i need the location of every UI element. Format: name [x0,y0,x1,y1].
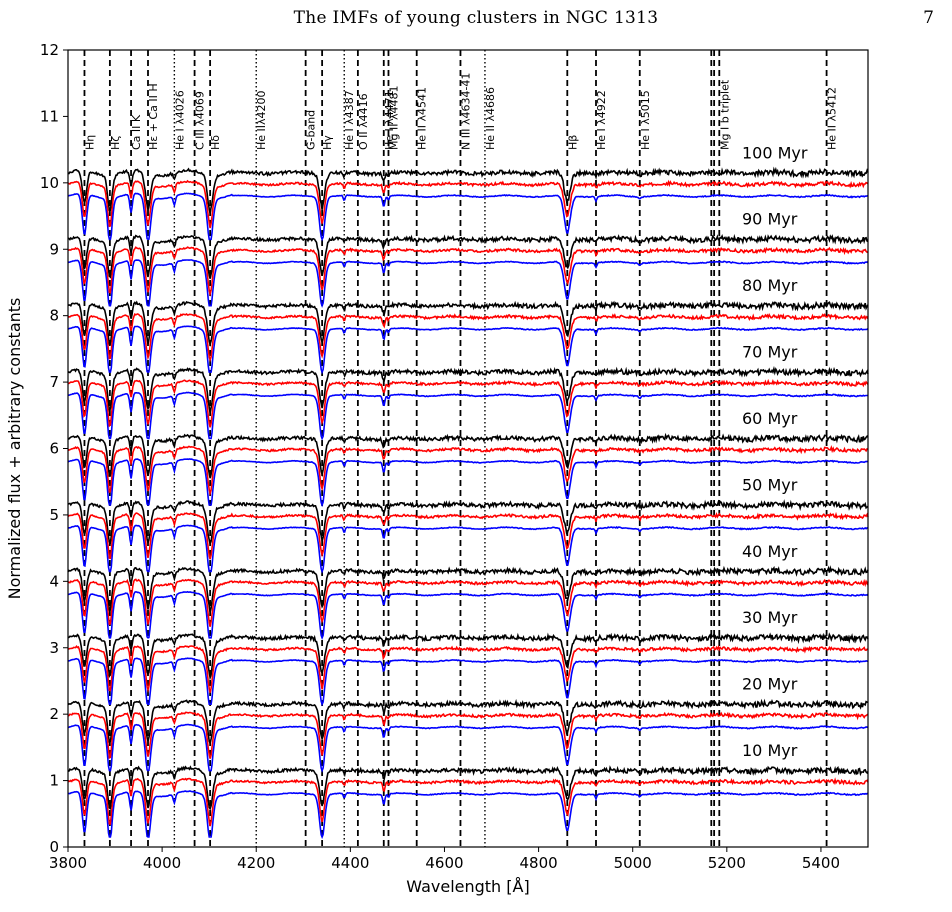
y-tick-label: 6 [49,440,59,458]
age-label: 60 Myr [742,409,798,428]
spectrum-blue-100-myr [67,192,869,242]
absorption-line-label: He II λ4686 [484,87,497,150]
spectrum-red-80-myr [67,312,869,363]
absorption-line-label: Mg II λ4481 [387,86,400,150]
page-number: 7 [923,8,934,28]
spectrum-black-60-myr [67,432,869,479]
absorption-line-label: He I λ4387 [343,90,356,150]
spectrum-red-90-myr [68,246,869,297]
spectrum-blue-10-myr [67,790,869,840]
absorption-line-label: Hβ [566,135,579,150]
age-label: 30 Myr [742,608,798,627]
spectrum-red-60-myr [67,444,869,497]
spectrum-red-10-myr [67,777,869,827]
y-tick-label: 7 [49,373,59,391]
spectrum-black-90-myr [67,233,869,279]
y-tick-label: 5 [49,506,59,524]
spectrum-blue-40-myr [67,590,869,640]
x-tick-label: 5200 [708,854,746,872]
age-label: 80 Myr [742,276,798,295]
spectrum-black-80-myr [67,300,869,348]
spectrum-black-30-myr [67,632,869,681]
spectrum-black-20-myr [67,698,869,746]
age-label: 100 Myr [742,143,808,162]
spectrum-blue-20-myr [67,723,869,773]
absorption-line-label: G-band [305,110,318,150]
spectrum-red-50-myr [67,511,869,560]
y-tick-label: 4 [49,572,59,590]
x-tick-label: 4800 [519,854,557,872]
y-tick-label: 2 [49,705,59,723]
x-tick-label: 4200 [237,854,275,872]
absorption-line-label: N III λ4634-41 [459,73,472,150]
spectrum-blue-50-myr [67,524,869,574]
spectrum-black-100-myr [67,166,869,214]
x-tick-label: 5000 [614,854,652,872]
y-tick-label: 11 [40,107,59,125]
page-header: The IMFs of young clusters in NGC 1313 7 [0,4,952,34]
absorption-line-label: He II λ4541 [416,87,429,150]
absorption-line-label: He I λ5015 [639,90,652,150]
x-tick-label: 4000 [143,854,181,872]
y-axis-label: Normalized flux + arbitrary constants [5,298,24,600]
running-title: The IMFs of young clusters in NGC 1313 [293,8,659,28]
absorption-line-label: Hγ [321,135,334,150]
spectrum-red-100-myr [67,179,869,229]
spectrum-red-40-myr [67,578,869,627]
absorption-line-label: He I λ4471 [383,90,396,150]
absorption-line-label: He I λ4026 [173,90,186,150]
y-tick-label: 9 [49,240,59,258]
absorption-line-label: Hε + Ca II H [147,83,160,150]
spectrum-red-20-myr [67,711,869,760]
spectrum-red-30-myr [67,644,869,693]
spectrum-blue-90-myr [67,259,869,308]
spectrum-black-70-myr [67,365,869,413]
absorption-line-label: He I λ4922 [595,90,608,150]
age-label: 10 Myr [742,741,798,760]
absorption-line-label: Ca II K [130,114,143,150]
absorption-line-label: Mg I b triplet [718,79,731,150]
y-tick-label: 12 [40,41,59,59]
y-tick-label: 8 [49,307,59,325]
spectrum-red-70-myr [67,378,869,428]
spectrum-black-50-myr [67,499,869,547]
y-tick-label: 0 [49,838,59,856]
spectrum-blue-80-myr [67,325,869,375]
absorption-line-label: O II λ4416 [357,93,370,150]
x-axis-ticks: 3800 4000 4200 4400 4600 4800 5000 5200 5400 [49,847,840,872]
y-tick-label: 10 [40,174,59,192]
absorption-line-labels: Hη Hζ Ca II K Hε + Ca II H He I λ4026 C III λ… [83,73,838,150]
x-axis-label: Wavelength [Å] [406,877,529,896]
age-label: 20 Myr [742,675,798,694]
spectrum-blue-60-myr [67,458,869,508]
x-tick-label: 4400 [331,854,369,872]
spectrum-black-40-myr [67,565,869,613]
x-tick-label: 3800 [49,854,87,872]
absorption-line-label: C III λ4069 [194,91,207,150]
age-label: 50 Myr [742,475,798,494]
absorption-line-label: Hδ [209,135,222,150]
spectrum-blue-30-myr [67,657,869,707]
y-tick-label: 1 [49,772,59,790]
absorption-line-label: He II λ5412 [826,87,839,150]
x-tick-label: 4600 [425,854,463,872]
age-labels: 10 Myr 20 Myr 30 Myr 40 Myr 50 Myr 60 Myr 70 M… [742,143,808,760]
absorption-line-label: He IIλ4200 [255,90,268,150]
spectra-series [67,166,869,840]
age-label: 40 Myr [742,542,798,561]
age-label: 90 Myr [742,210,798,229]
spectrum-blue-70-myr [68,391,869,441]
x-tick-label: 5400 [802,854,840,872]
y-tick-label: 3 [49,639,59,657]
absorption-line-label: Hζ [109,136,122,150]
absorption-line-label: Hη [83,135,96,150]
spectrum-black-10-myr [68,765,869,811]
age-label: 70 Myr [742,343,798,362]
